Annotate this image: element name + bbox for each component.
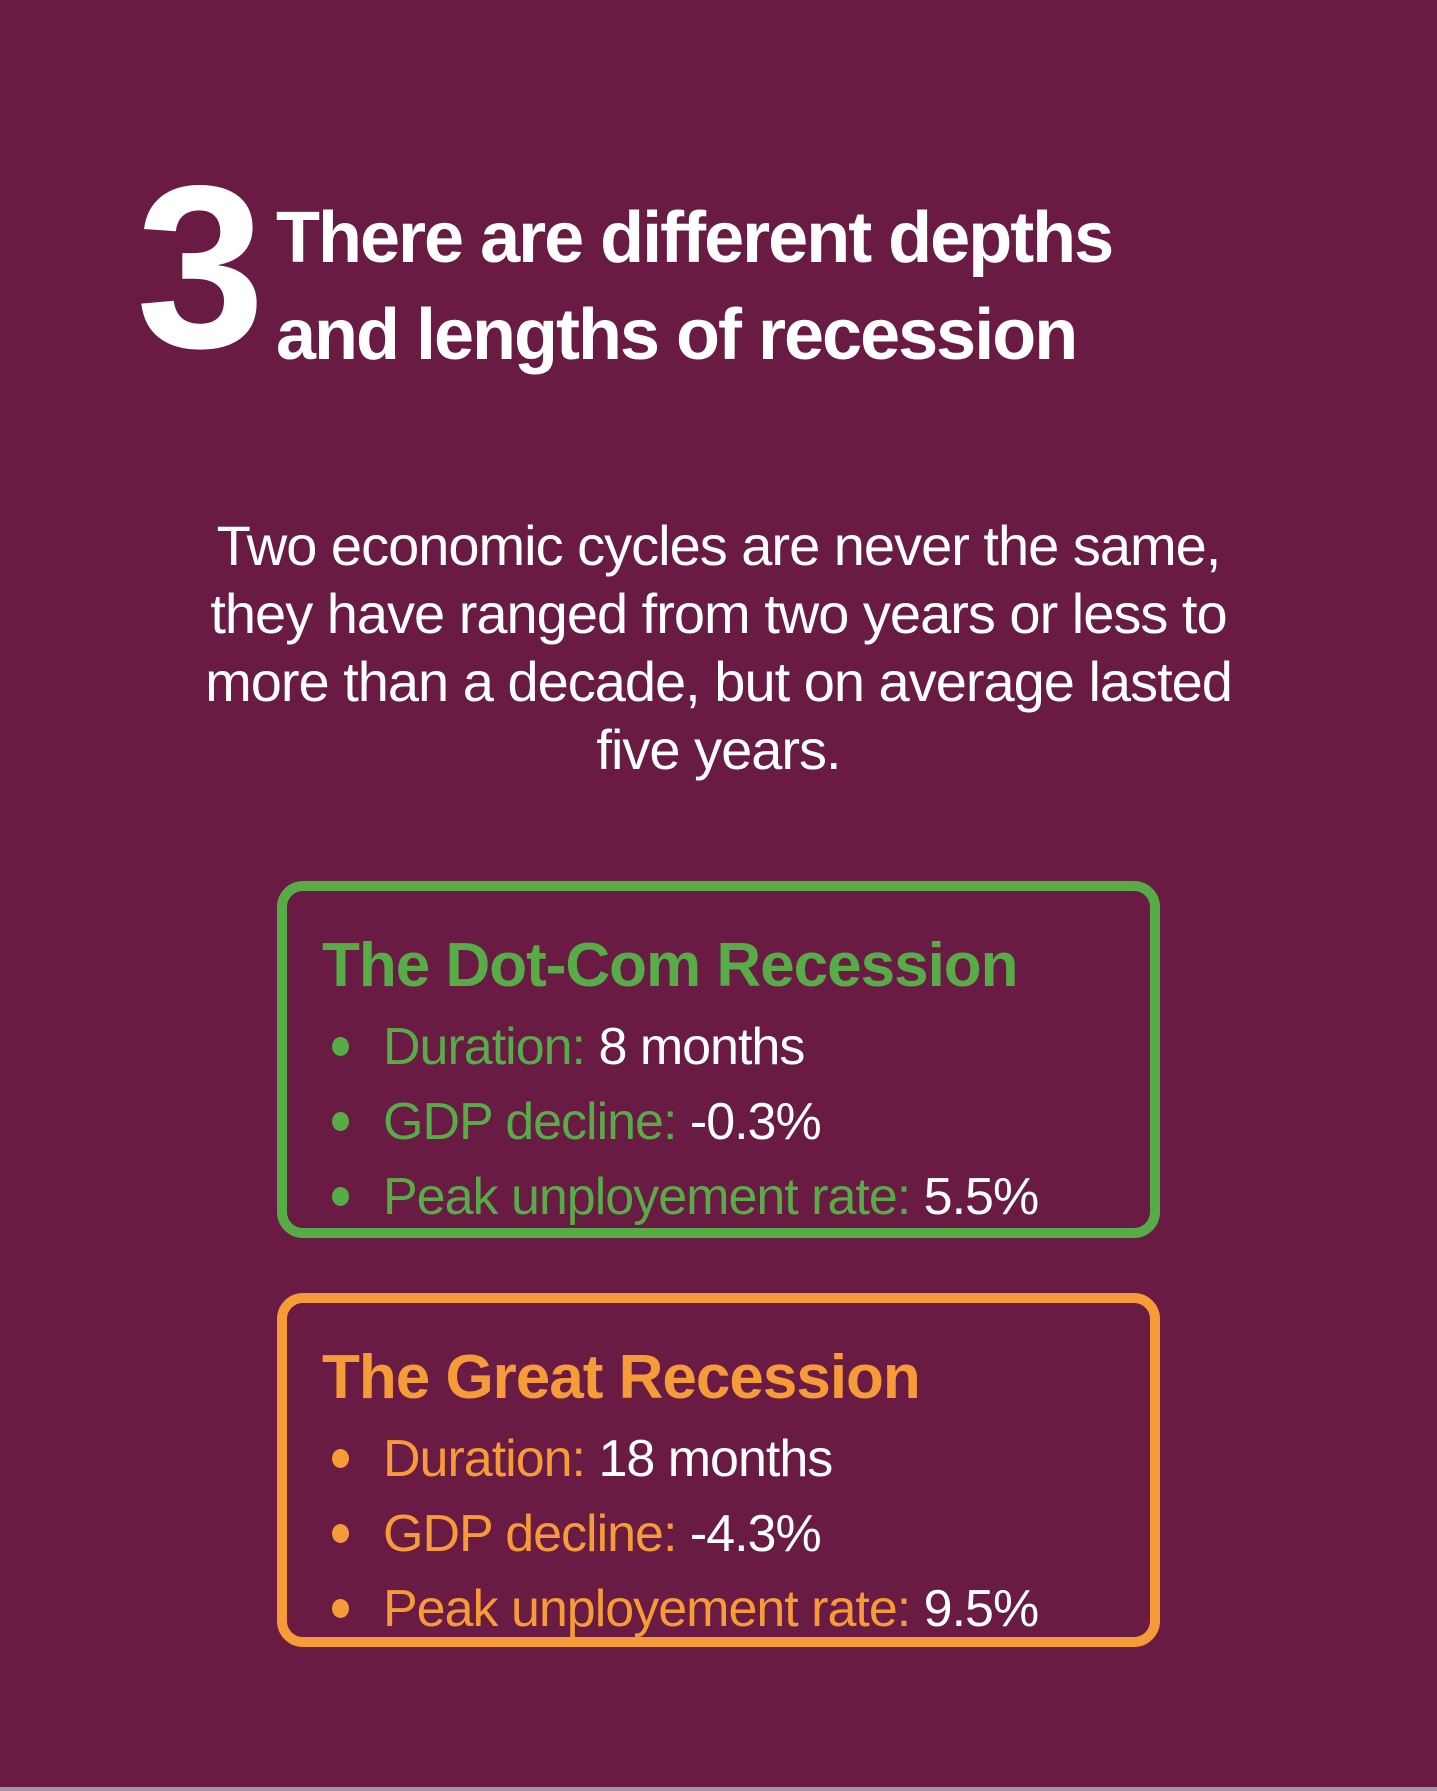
bullet-dot-icon xyxy=(332,1187,349,1206)
bullet-dot-icon xyxy=(332,1112,349,1131)
intro-paragraph: Two economic cycles are never the same, … xyxy=(0,512,1437,784)
bullet-label: GDP decline: xyxy=(383,1504,690,1563)
bullet-label: Duration: xyxy=(383,1429,599,1488)
list-item: Duration: 8 months xyxy=(322,1009,1126,1084)
bullet-value: -4.3% xyxy=(689,1504,822,1563)
intro-line: five years. xyxy=(596,718,841,781)
dot-com-recession-card: The Dot-Com Recession Duration: 8 months… xyxy=(277,881,1160,1238)
bullet-dot-icon xyxy=(332,1524,349,1543)
bullet-value: 5.5% xyxy=(923,1167,1040,1226)
bullet-label: Duration: xyxy=(383,1017,599,1076)
great-recession-card: The Great Recession Duration: 18 months … xyxy=(277,1293,1160,1647)
card-title: The Dot-Com Recession xyxy=(322,931,1019,1000)
list-item: GDP decline: -4.3% xyxy=(322,1496,1126,1571)
bullet-label: Peak unployement rate: xyxy=(383,1579,924,1638)
bullet-value: 18 months xyxy=(598,1429,833,1488)
list-item: Peak unployement rate: 9.5% xyxy=(322,1571,1126,1646)
bullet-dot-icon xyxy=(332,1449,349,1468)
intro-line: Two economic cycles are never the same, xyxy=(216,514,1222,577)
bullet-value: 8 months xyxy=(598,1017,805,1076)
footer-strip xyxy=(0,1787,1437,1791)
list-item: GDP decline: -0.3% xyxy=(322,1084,1126,1159)
bullet-label: Peak unployement rate: xyxy=(383,1167,924,1226)
card-bullet-list: Duration: 8 months GDP decline: -0.3% Pe… xyxy=(322,1009,1126,1234)
bullet-label: GDP decline: xyxy=(383,1092,690,1151)
page-title-line-1: There are different depths xyxy=(276,198,1114,278)
bullet-dot-icon xyxy=(332,1599,349,1618)
intro-line: more than a decade, but on average laste… xyxy=(205,650,1233,713)
list-item: Peak unployement rate: 5.5% xyxy=(322,1159,1126,1234)
card-bullet-list: Duration: 18 months GDP decline: -4.3% P… xyxy=(322,1421,1126,1646)
intro-line: they have ranged from two years or less … xyxy=(210,582,1227,645)
list-item: Duration: 18 months xyxy=(322,1421,1126,1496)
page-title-line-2: and lengths of recession xyxy=(276,295,1078,375)
bullet-value: -0.3% xyxy=(689,1092,822,1151)
card-title: The Great Recession xyxy=(322,1343,921,1412)
page-title: There are different depths and lengths o… xyxy=(276,190,1114,384)
bullet-value: 9.5% xyxy=(923,1579,1040,1638)
bullet-dot-icon xyxy=(332,1037,349,1056)
step-number: 3 xyxy=(136,138,265,397)
